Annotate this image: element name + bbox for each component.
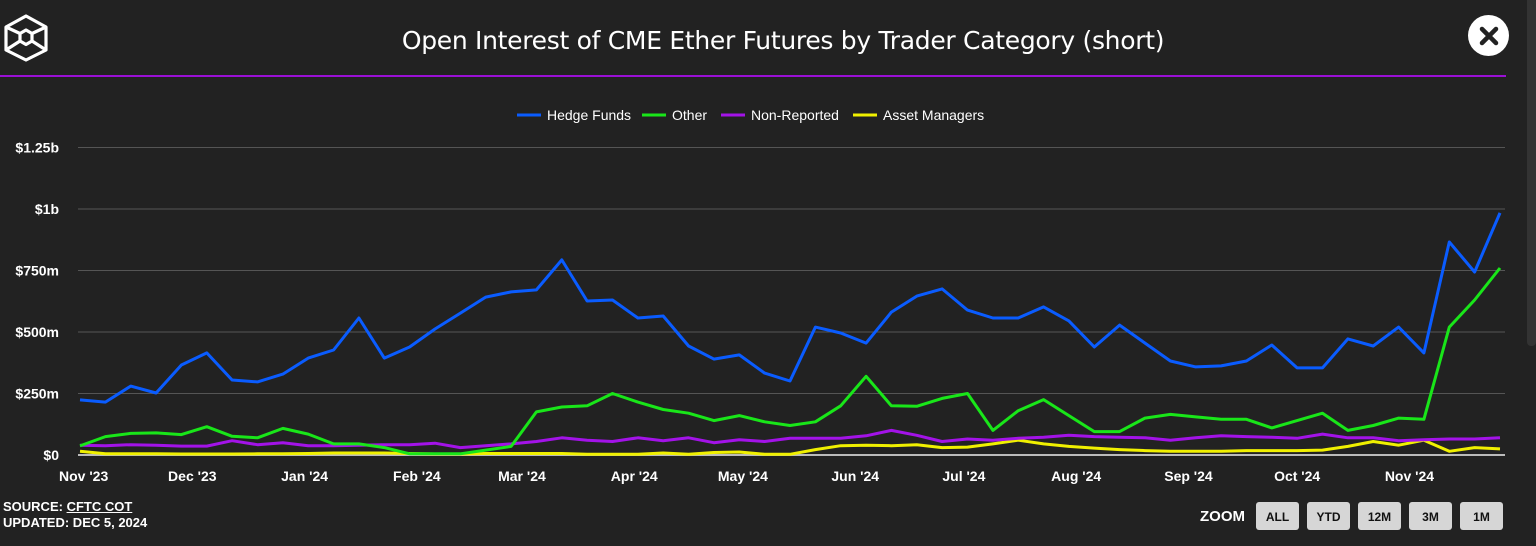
series-line-hedge-funds <box>79 212 1502 404</box>
x-tick-label: Nov '23 <box>59 468 108 484</box>
series-line-non-reported <box>79 428 1501 450</box>
legend-item[interactable]: Non-Reported <box>721 107 839 123</box>
series-line-other <box>79 267 1502 456</box>
x-tick-label: Aug '24 <box>1051 468 1101 484</box>
x-tick-label: Sep '24 <box>1164 468 1213 484</box>
legend-item[interactable]: Asset Managers <box>853 107 984 123</box>
x-tick-label: May '24 <box>718 468 768 484</box>
x-tick-label: Jul '24 <box>942 468 985 484</box>
y-tick-label: $1b <box>35 201 59 217</box>
zoom-12m-button[interactable]: 12M <box>1358 502 1401 530</box>
zoom-all-button[interactable]: ALL <box>1256 502 1299 530</box>
x-tick-label: Dec '23 <box>168 468 217 484</box>
x-tick-label: Nov '24 <box>1385 468 1434 484</box>
x-tick-label: Jan '24 <box>281 468 328 484</box>
y-tick-label: $250m <box>15 386 59 402</box>
source-label: SOURCE: <box>3 499 67 514</box>
series-line-asset-managers <box>79 438 1501 456</box>
x-tick-label: Mar '24 <box>498 468 546 484</box>
zoom-3m-button[interactable]: 3M <box>1409 502 1452 530</box>
legend-label: Asset Managers <box>883 107 984 123</box>
y-tick-label: $750m <box>15 263 59 279</box>
x-tick-label: Oct '24 <box>1274 468 1320 484</box>
legend-item[interactable]: Other <box>642 107 707 123</box>
legend-label: Non-Reported <box>751 107 839 123</box>
footer: SOURCE: CFTC COT UPDATED: DEC 5, 2024 <box>3 499 147 531</box>
zoom-label: ZOOM <box>1200 507 1245 525</box>
y-tick-label: $1.25b <box>15 140 59 156</box>
x-tick-label: Apr '24 <box>611 468 658 484</box>
header-divider <box>0 75 1506 77</box>
y-tick-label: $500m <box>15 324 59 340</box>
legend-label: Hedge Funds <box>547 107 631 123</box>
scrollbar[interactable] <box>1527 0 1536 346</box>
updated-text: UPDATED: DEC 5, 2024 <box>3 515 148 530</box>
zoom-ytd-button[interactable]: YTD <box>1307 502 1350 530</box>
close-button[interactable] <box>1468 15 1509 56</box>
legend-label: Other <box>672 107 707 123</box>
zoom-1m-button[interactable]: 1M <box>1460 502 1503 530</box>
source-link[interactable]: CFTC COT <box>66 499 133 514</box>
close-x-icon <box>1479 26 1498 45</box>
x-tick-label: Jun '24 <box>831 468 879 484</box>
chart-title: Open Interest of CME Ether Futures by Tr… <box>401 26 1165 55</box>
y-tick-label: $0 <box>43 447 59 463</box>
cube-logo-icon <box>4 14 48 62</box>
x-tick-label: Feb '24 <box>393 468 441 484</box>
zoom-controls: ZOOM ALL YTD 12M 3M 1M <box>1200 502 1511 530</box>
legend-item[interactable]: Hedge Funds <box>517 107 631 123</box>
